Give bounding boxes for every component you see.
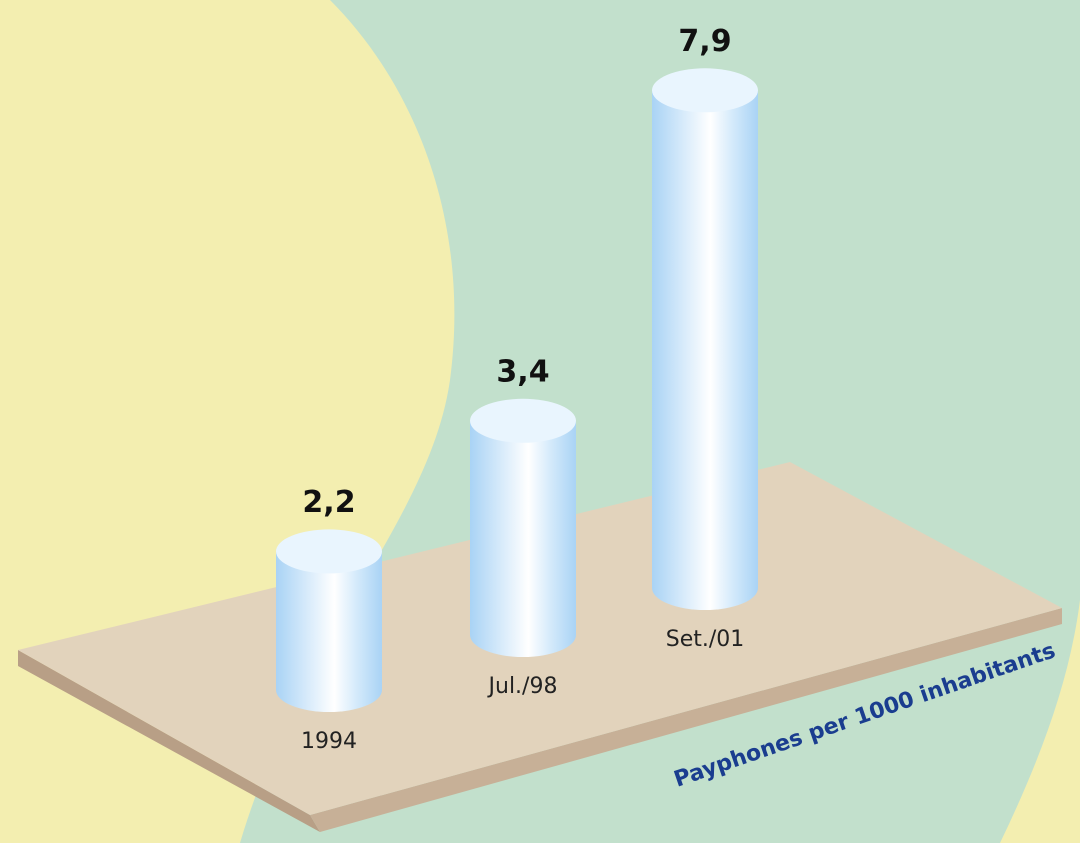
x-tick-label: Set./01 (666, 627, 745, 652)
data-label: 2,2 (302, 485, 355, 520)
bar (276, 551, 382, 712)
bar (470, 420, 576, 657)
platform-edge (310, 608, 1062, 832)
x-tick-label: 1994 (301, 729, 357, 754)
data-label: 7,9 (678, 24, 731, 59)
bar-top (470, 398, 576, 443)
x-tick-label: Jul./98 (487, 674, 558, 699)
data-label: 3,4 (496, 354, 549, 389)
bar (652, 90, 758, 611)
bar-top (652, 68, 758, 113)
bar-top (276, 529, 382, 574)
plot-area: 2,2 1994 3,4 Jul./98 7,9 Set./01 (276, 24, 758, 754)
platform-edge (18, 650, 320, 832)
